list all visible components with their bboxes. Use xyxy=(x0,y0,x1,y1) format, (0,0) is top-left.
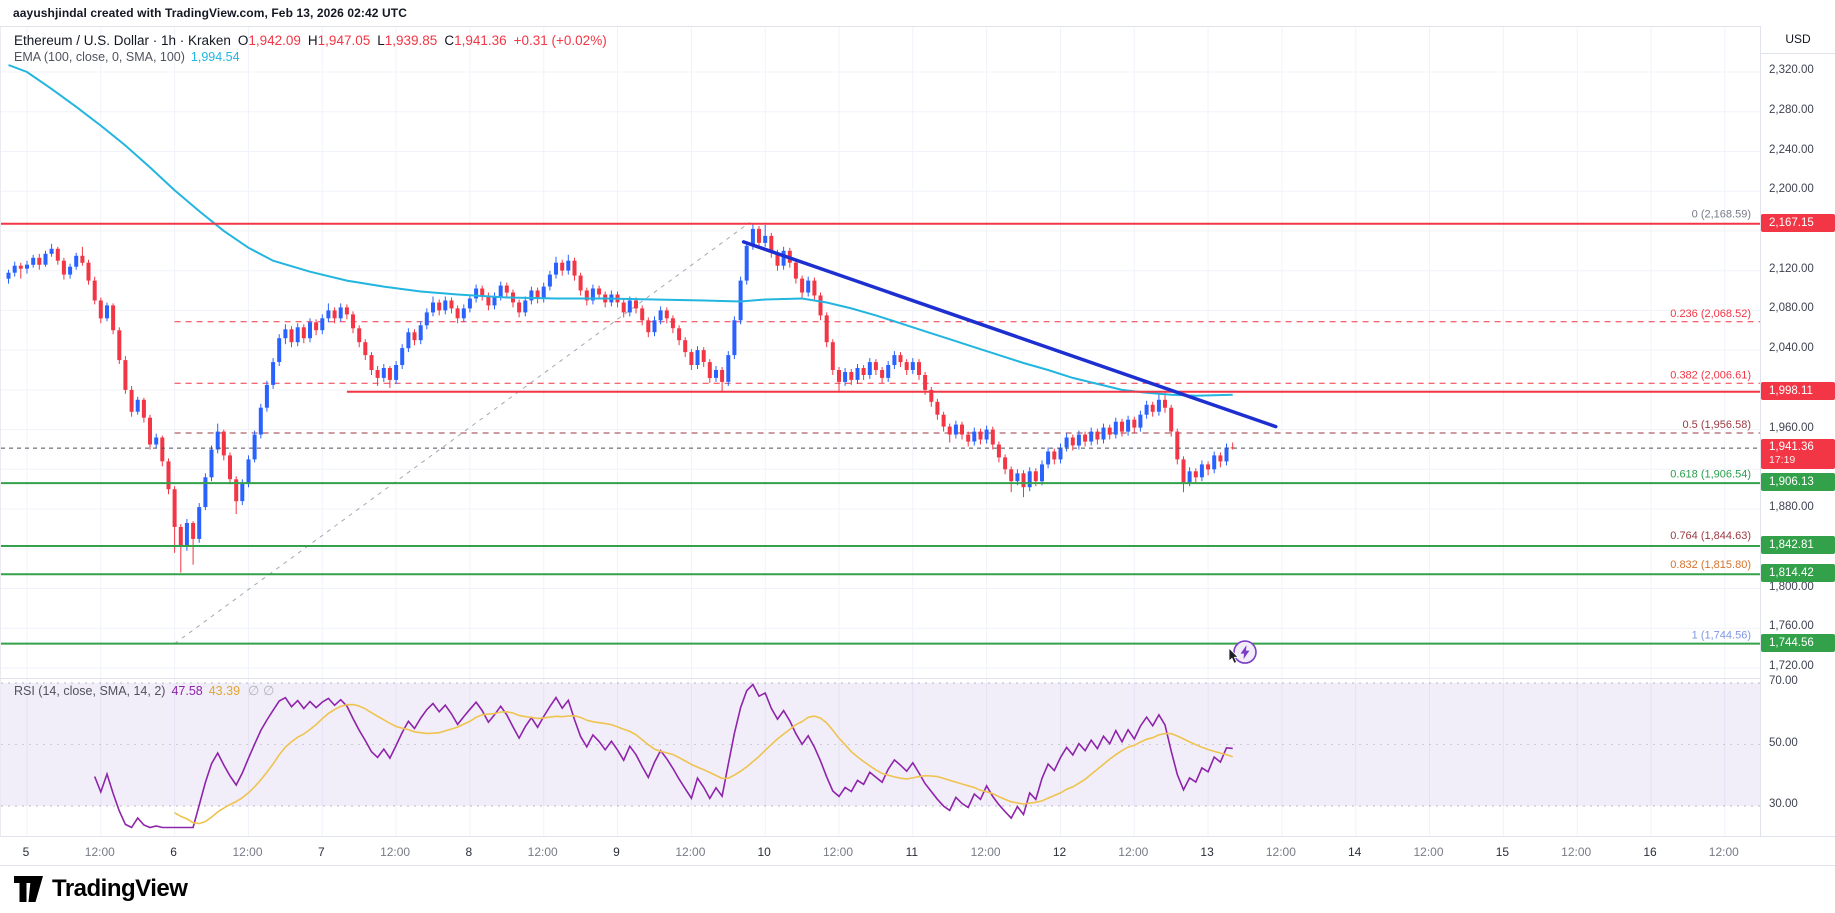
symbol-legend: Ethereum / U.S. Dollar · 1h · Kraken O1,9… xyxy=(14,33,607,48)
rsi-value: 47.58 xyxy=(171,684,203,698)
ema-legend: EMA (100, close, 0, SMA, 100) 1,994.54 xyxy=(14,50,240,64)
fib-label: 0 (2,168.59) xyxy=(1692,208,1751,220)
change-value: +0.31 (+0.02%) xyxy=(513,33,607,48)
tradingview-logo-text: TradingView xyxy=(52,875,188,902)
lightning-marker[interactable] xyxy=(1228,640,1257,664)
price-tick-label: 2,240.00 xyxy=(1769,143,1814,156)
time-tick-label: 14 xyxy=(1348,845,1362,859)
time-tick-label: 13 xyxy=(1200,845,1214,859)
time-tick-label: 12 xyxy=(1052,845,1067,859)
time-tick-label: 5 xyxy=(22,845,30,859)
low-value: 1,939.85 xyxy=(384,33,438,48)
time-tick-label: 12:00 xyxy=(232,845,263,859)
time-tick-label: 12:00 xyxy=(1413,845,1444,859)
tradingview-logo[interactable]: TradingView xyxy=(14,875,188,903)
time-tick-label: 12:00 xyxy=(1561,845,1592,859)
current-price-box: 1,941.36 17:19 xyxy=(1761,439,1835,470)
rsi-line xyxy=(93,683,1233,829)
price-scale-currency: USD xyxy=(1761,26,1835,54)
high-value: 1,947.05 xyxy=(317,33,371,48)
fib-label: 0.236 (2,068.52) xyxy=(1670,308,1751,320)
price-level-box: 1,906.13 xyxy=(1761,473,1835,492)
candles-series xyxy=(6,223,1235,573)
price-level-box: 1,842.81 xyxy=(1761,536,1835,554)
price-level-box: 2,167.15 xyxy=(1761,213,1835,232)
bar-countdown: 17:19 xyxy=(1769,454,1796,467)
time-tick-label: 12:00 xyxy=(1118,845,1149,859)
footer: TradingView xyxy=(0,867,1835,913)
time-axis[interactable]: 5 12:00 6 12:00 7 12:00 8 12:00 9 12:00 10 12:00 11 1… xyxy=(0,836,1835,866)
horizontal-level-lines xyxy=(1,222,1761,645)
price-tick-label: 2,080.00 xyxy=(1769,302,1814,315)
descending-trendline[interactable] xyxy=(741,240,1278,429)
tradingview-logo-icon xyxy=(14,876,43,902)
rsi-band xyxy=(1,683,1761,806)
cursor-icon xyxy=(1228,647,1240,664)
fib-label: 0.382 (2,006.61) xyxy=(1670,369,1751,381)
ema-value: 1,994.54 xyxy=(190,50,240,64)
high-label: H xyxy=(307,33,318,48)
time-tick-label: 12:00 xyxy=(527,845,558,859)
price-tick-label: 2,320.00 xyxy=(1769,64,1814,76)
price-tick-label: 1,800.00 xyxy=(1769,580,1814,593)
rsi-hidden-values: ∅ ∅ xyxy=(248,683,275,698)
fib-label: 0.832 (1,815.80) xyxy=(1670,559,1751,571)
price-level-box: 1,814.42 xyxy=(1761,564,1835,583)
price-scale[interactable]: USD 2,320.00 2,280.00 2,240.00 2,200.00 2,12… xyxy=(1760,26,1835,836)
rsi-ma-value: 43.39 xyxy=(208,684,241,698)
price-level-box: 1,744.56 xyxy=(1761,633,1835,652)
fib-label: 1 (1,744.56) xyxy=(1692,630,1751,642)
price-level-box: 1,998.11 xyxy=(1761,381,1835,400)
time-tick-label: 10 xyxy=(757,845,771,859)
rsi-name: RSI (14, close, SMA, 14, 2) xyxy=(14,684,166,698)
price-tick-label: 1,760.00 xyxy=(1769,620,1814,633)
rsi-ma-line xyxy=(174,703,1233,825)
rsi-pane[interactable] xyxy=(0,678,1761,837)
time-tick-label: 12:00 xyxy=(675,845,706,859)
time-tick-label: 6 xyxy=(170,845,177,859)
time-tick-label: 16 xyxy=(1643,845,1657,859)
open-label: O xyxy=(237,33,249,48)
fib-labels: 0 (2,168.59) 0.236 (2,068.52) 0.382 (2,006… xyxy=(1670,208,1751,641)
time-tick-label: 12:00 xyxy=(970,845,1001,859)
price-tick-label: 2,200.00 xyxy=(1769,183,1814,196)
rsi-tick-label: 30.00 xyxy=(1769,798,1798,810)
time-tick-label: 8 xyxy=(465,845,473,859)
ema-line xyxy=(8,64,1233,397)
attribution-text: aayushjindal created with TradingView.co… xyxy=(13,6,407,20)
fib-label: 0.764 (1,844.63) xyxy=(1670,530,1751,542)
price-grid xyxy=(1,27,1761,679)
time-tick-label: 9 xyxy=(613,845,620,859)
time-tick-label: 12:00 xyxy=(380,845,411,859)
time-tick-label: 12:00 xyxy=(822,845,854,859)
lightning-bolt-icon xyxy=(1240,645,1250,660)
time-tick-label: 7 xyxy=(317,845,325,859)
open-value: 1,942.09 xyxy=(248,33,301,48)
ema-name: EMA (100, close, 0, SMA, 100) xyxy=(14,50,185,64)
price-pane[interactable]: 0 (2,168.59) 0.236 (2,068.52) 0.382 (2,006… xyxy=(0,26,1761,679)
fib-label: 0.5 (1,956.58) xyxy=(1683,419,1752,431)
price-tick-label: 1,880.00 xyxy=(1769,501,1814,514)
price-tick-label: 1,720.00 xyxy=(1769,660,1814,672)
time-tick-label: 12:00 xyxy=(1708,845,1739,859)
rsi-tick-label: 70.00 xyxy=(1769,675,1798,687)
price-tick-label: 2,120.00 xyxy=(1769,262,1814,275)
time-tick-label: 11 xyxy=(905,845,919,859)
rsi-grid xyxy=(26,679,1726,837)
price-tick-label: 1,960.00 xyxy=(1769,421,1814,434)
time-tick-label: 15 xyxy=(1495,845,1510,859)
low-label: L xyxy=(377,33,385,48)
price-tick-label: 2,280.00 xyxy=(1769,103,1814,116)
price-tick-label: 2,040.00 xyxy=(1769,342,1814,355)
fib-label: 0.618 (1,906.54) xyxy=(1670,469,1751,481)
rsi-legend: RSI (14, close, SMA, 14, 2) 47.58 43.39 ∅ ∅ xyxy=(14,683,274,699)
close-label: C xyxy=(444,33,455,48)
time-tick-label: 12:00 xyxy=(84,845,115,859)
symbol-title: Ethereum / U.S. Dollar · 1h · Kraken xyxy=(14,33,231,48)
time-tick-label: 12:00 xyxy=(1265,845,1296,859)
close-value: 1,941.36 xyxy=(454,33,507,48)
rsi-tick-label: 50.00 xyxy=(1769,736,1798,749)
